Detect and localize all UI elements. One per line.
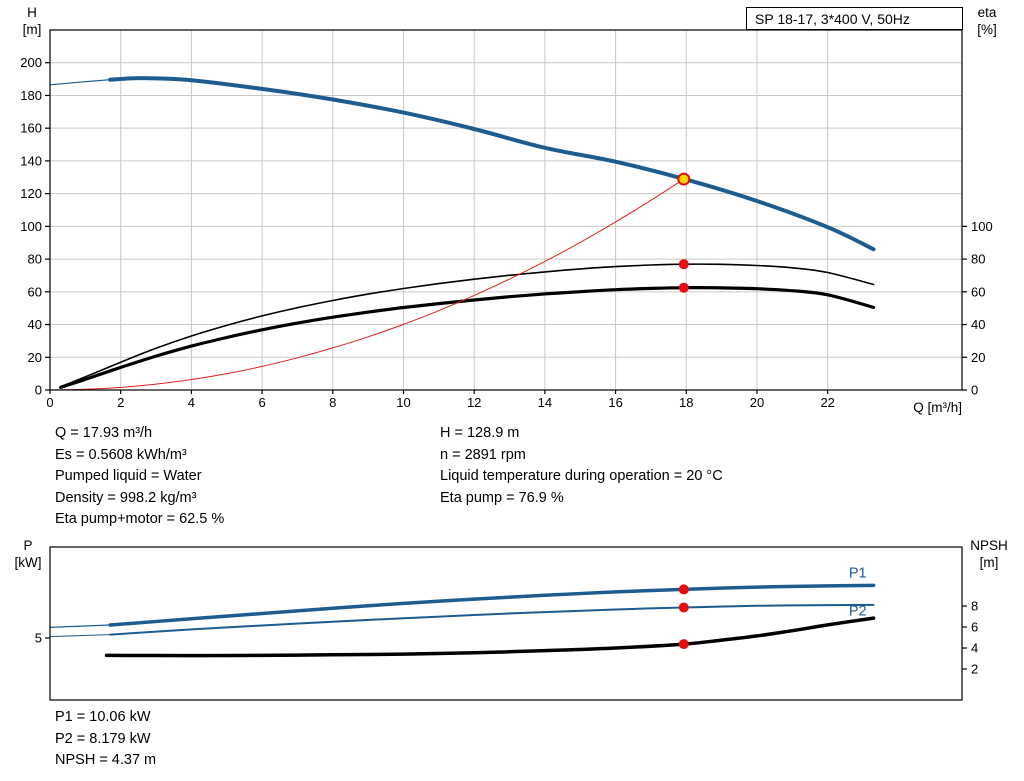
duty-point [677,172,691,186]
p-axis-symbol: P [23,538,33,553]
info-line-npsh: NPSH = 4.37 m [55,752,157,768]
y-left-tick-label: 80 [28,252,42,267]
x-tick-label: 8 [329,395,336,410]
y-left-tick-label: 140 [20,153,42,168]
x-tick-label: 6 [258,395,265,410]
info-line-eta-pump: Eta pump = 76.9 % [440,489,564,506]
eta-axis-title: eta [%] [964,4,1010,38]
info-line-es: Es = 0.5608 kWh/m³ [55,446,187,463]
h-axis-symbol: H [27,5,37,20]
npsh-axis-symbol: NPSH [970,538,1008,553]
y-right-tick-label: 4 [971,641,978,656]
y-left-tick-label: 160 [20,121,42,136]
x-tick-label: 4 [188,395,195,410]
x-tick-label: 14 [538,395,552,410]
y-right-tick-label: 2 [971,662,978,677]
x-tick-label: 2 [117,395,124,410]
y-right-tick-label: 100 [971,219,993,234]
y-left-tick-label: 180 [20,88,42,103]
system-curve [49,178,685,391]
info-line-liquid: Pumped liquid = Water [55,468,202,484]
y-left-tick-label: 120 [20,186,42,201]
y-right-tick-label: 80 [971,252,985,267]
p1-curve-lead [49,624,111,628]
info-line-p1: P1 = 10.06 kW [55,709,151,725]
info-line-eta-total: Eta pump+motor = 62.5 % [55,511,225,527]
x-tick-label: 12 [467,395,481,410]
p2-duty-dot [678,602,689,613]
y-right-tick-label: 60 [971,284,985,299]
p-axis-unit: [kW] [14,555,42,570]
info-line-n: n = 2891 rpm [440,446,526,463]
curve-label-p1: P1 [849,566,867,582]
info-line-temperature: Liquid temperature during operation = 20… [440,468,723,484]
info-line-q: Q = 17.93 m³/h [55,425,153,441]
eta-axis-unit: [%] [977,22,997,37]
p-axis-title: P [kW] [6,537,50,571]
operating-data-left: Q = 17.93 m³/h Es = 0.5608 kWh/m³ Pumped… [55,423,224,531]
x-tick-label: 16 [608,395,622,410]
p2-curve-lead [49,634,111,638]
pump-title: SP 18-17, 3*400 V, 50Hz [755,10,910,27]
h-axis-unit: [m] [22,22,42,37]
y-left-tick-label: 0 [35,383,42,398]
q-axis-title: Q [m³/h] [913,400,962,415]
power-data: P1 = 10.06 kW P2 = 8.179 kW NPSH = 4.37 … [55,707,156,772]
curve-label-p2: P2 [849,603,867,619]
p1-duty-dot [678,584,689,595]
y-right-tick-label: 6 [971,620,978,635]
x-tick-label: 0 [46,395,53,410]
npsh-duty-dot [678,639,689,650]
y-right-tick-label: 20 [971,350,985,365]
eta-pump-motor-dot [678,282,689,293]
operating-data-right: H = 128.9 m n = 2891 rpm Liquid temperat… [440,423,723,509]
h-axis-title: H [m] [10,4,54,38]
x-tick-label: 22 [820,395,834,410]
info-line-h: H = 128.9 m [440,425,520,441]
y-left-tick-label: 60 [28,284,42,299]
y-left-tick-label: 20 [28,350,42,365]
plot-frame [49,546,963,701]
p2-curve [109,603,875,636]
y-left-tick-label: 100 [20,219,42,234]
plot-frame [49,29,963,391]
pump-title-box: SP 18-17, 3*400 V, 50Hz [746,7,963,30]
npsh-curve [104,616,876,658]
y-right-tick-label: 40 [971,317,985,332]
p1-curve [108,583,876,627]
y-left-tick-label: 40 [28,317,42,332]
npsh-axis-title: NPSH [m] [960,537,1018,571]
eta-pump-dot [678,259,689,270]
head-curve [108,76,876,252]
y-right-tick-label: 8 [971,599,978,614]
info-line-density: Density = 998.2 kg/m³ [55,489,197,506]
eta-axis-symbol: eta [977,5,997,20]
y-right-tick-label: 0 [971,383,978,398]
eta-pump-curve [59,263,875,388]
y-left-tick-label: 5 [35,630,42,645]
head-curve-lead [49,79,111,86]
npsh-axis-unit: [m] [979,555,999,570]
info-line-p2: P2 = 8.179 kW [55,730,151,747]
x-tick-label: 20 [750,395,764,410]
x-tick-label: 10 [396,395,410,410]
eta-pump-motor-curve [59,286,876,389]
y-left-tick-label: 200 [20,55,42,70]
x-tick-label: 18 [679,395,693,410]
